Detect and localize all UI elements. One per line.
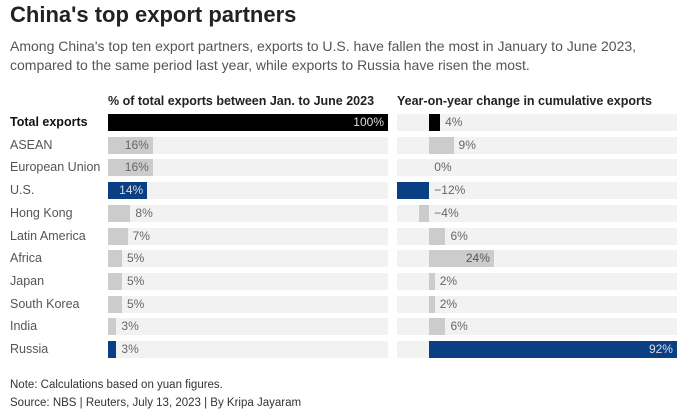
right-bar-background [397, 136, 677, 154]
right-value-label: 4% [445, 115, 463, 129]
left-bar [108, 341, 117, 358]
right-value-label: 24% [465, 251, 490, 266]
left-bar-background [108, 272, 388, 290]
left-bar-background [108, 136, 388, 154]
left-value-label: 5% [127, 273, 145, 288]
right-bar [429, 250, 494, 268]
chart-source: Source: NBS | Reuters, July 13, 2023 | B… [10, 397, 302, 409]
left-bar-background [108, 227, 388, 245]
right-value-label: −12% [434, 183, 466, 198]
left-value-label: 7% [132, 228, 150, 243]
right-value-label: 0% [434, 160, 452, 175]
category-label: South Korea [10, 296, 80, 311]
left-value-label: 8% [135, 205, 153, 220]
right-bar-background [397, 318, 677, 336]
left-bar-background [108, 204, 388, 222]
left-bar-background [108, 250, 388, 268]
category-label: Total exports [10, 115, 88, 129]
category-label: Hong Kong [10, 205, 73, 220]
category-label: U.S. [10, 183, 35, 198]
chart-title: China's top export partners [10, 2, 297, 27]
left-panel-title: % of total exports between Jan. to June … [108, 94, 375, 108]
category-label: Russia [10, 342, 49, 356]
category-label: ASEAN [10, 137, 53, 152]
left-bar [108, 227, 128, 245]
right-bar-background [397, 272, 677, 290]
left-bar-background [108, 341, 388, 358]
right-bar [429, 136, 454, 154]
left-bar-background [108, 182, 388, 200]
chart-note: Note: Calculations based on yuan figures… [10, 379, 223, 391]
category-label: European Union [10, 160, 101, 175]
right-value-label: 2% [439, 296, 458, 311]
right-value-label: 2% [439, 273, 458, 288]
category-label: Africa [10, 251, 42, 266]
right-value-label: 9% [458, 137, 476, 152]
left-bar-background [108, 318, 388, 336]
right-value-label: 92% [648, 342, 673, 356]
right-bar [429, 295, 435, 313]
right-value-label: 6% [450, 228, 468, 243]
right-bar [429, 341, 677, 358]
category-label: Latin America [10, 228, 86, 243]
right-bar [429, 114, 441, 131]
right-bar [429, 227, 446, 245]
right-bar [418, 204, 430, 222]
right-panel-title: Year-on-year change in cumulative export… [397, 94, 652, 108]
left-bar [108, 204, 131, 222]
left-bar [108, 114, 388, 131]
right-value-label: 6% [450, 319, 468, 334]
left-bar [108, 272, 122, 290]
category-label: India [10, 319, 38, 334]
chart-subtitle: Among China's top ten export partners, e… [10, 38, 637, 73]
left-bar [108, 295, 122, 313]
right-bar-background [397, 227, 677, 245]
left-value-label: 16% [124, 160, 149, 175]
left-bar [108, 136, 153, 154]
left-value-label: 5% [127, 296, 145, 311]
left-value-label: 3% [121, 342, 139, 356]
right-value-label: −4% [434, 205, 459, 220]
left-bar-background [108, 295, 388, 313]
right-bar [397, 182, 430, 200]
left-bar [108, 182, 148, 200]
left-value-label: 5% [127, 251, 145, 266]
right-bar [429, 318, 446, 336]
right-bar-background [397, 159, 677, 177]
left-bar [108, 159, 153, 177]
left-bar-background [108, 159, 388, 177]
left-bar [108, 318, 117, 336]
category-label: Japan [10, 273, 45, 288]
left-bar [108, 250, 122, 268]
right-bar-background [397, 114, 677, 131]
left-value-label: 16% [124, 137, 149, 152]
right-bar-background [397, 182, 677, 200]
left-value-label: 100% [353, 115, 384, 129]
left-value-label: 3% [121, 319, 139, 334]
right-bar-background [397, 204, 677, 222]
left-value-label: 14% [119, 183, 144, 198]
right-bar [429, 272, 435, 290]
right-bar-background [397, 295, 677, 313]
